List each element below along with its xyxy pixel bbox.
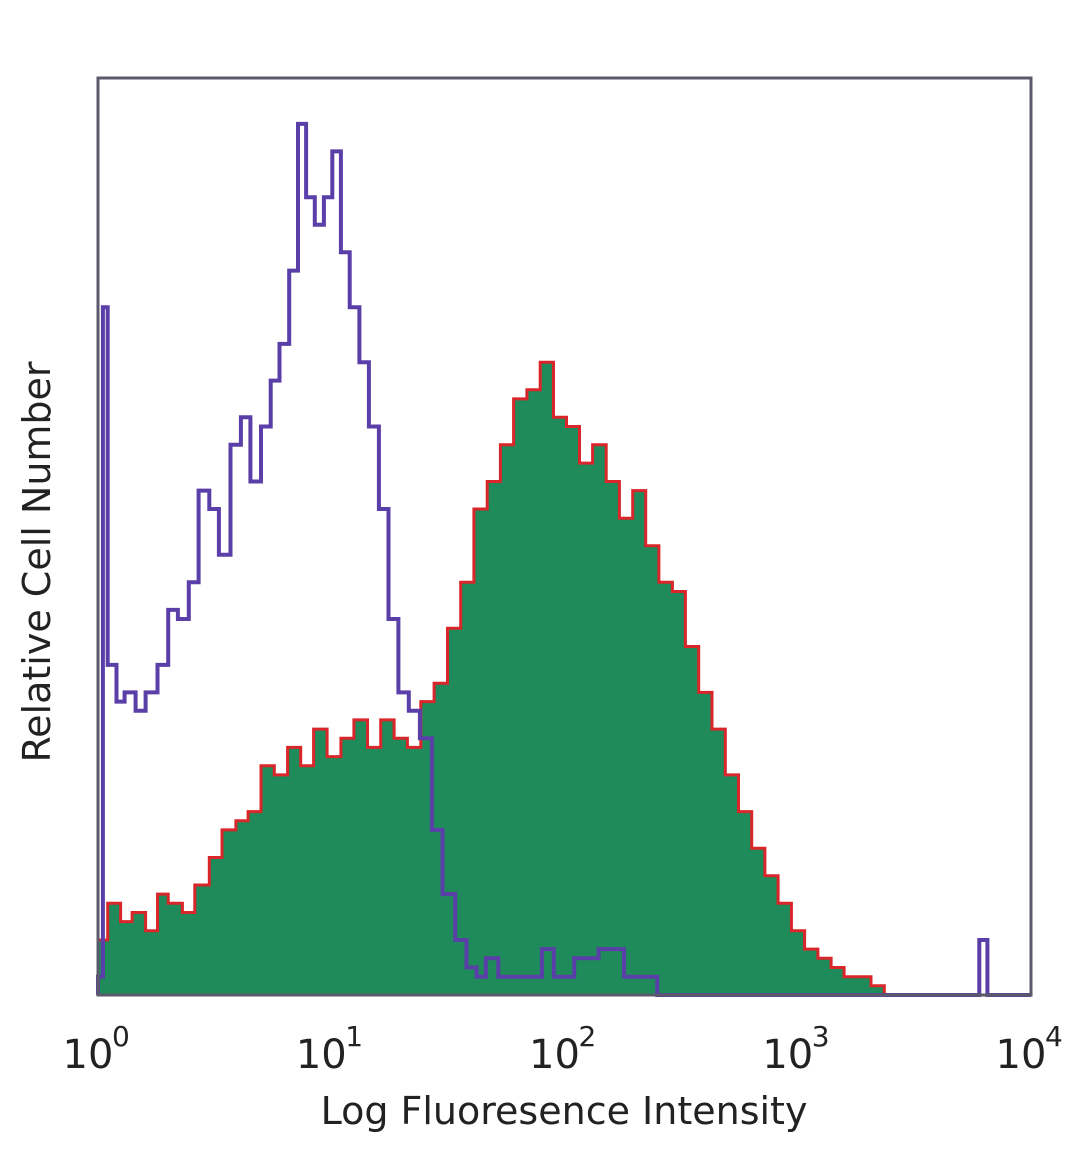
y-axis-title: Relative Cell Number bbox=[15, 361, 59, 762]
x-tick-exponent: 1 bbox=[345, 1020, 363, 1053]
x-tick-base: 10 bbox=[529, 1032, 580, 1078]
stained-histogram bbox=[96, 360, 1031, 997]
x-tick-base: 10 bbox=[296, 1032, 347, 1078]
plot-frame bbox=[96, 76, 1033, 997]
x-tick-label: 102 bbox=[529, 1020, 596, 1078]
x-tick-base: 10 bbox=[762, 1032, 813, 1078]
x-tick-exponent: 2 bbox=[579, 1020, 597, 1053]
x-tick-labels: 100 101 102 103 104 bbox=[63, 1020, 1063, 1078]
isotype-control-histogram bbox=[96, 121, 1031, 997]
x-tick-exponent: 4 bbox=[1045, 1020, 1063, 1053]
x-tick-label: 100 bbox=[63, 1020, 130, 1078]
x-tick-label: 104 bbox=[996, 1020, 1063, 1078]
series-layer bbox=[96, 121, 1031, 997]
x-tick-label: 101 bbox=[296, 1020, 363, 1078]
x-tick-exponent: 0 bbox=[112, 1020, 130, 1053]
x-tick-exponent: 3 bbox=[812, 1020, 830, 1053]
x-tick-base: 10 bbox=[63, 1032, 114, 1078]
x-tick-base: 10 bbox=[996, 1032, 1047, 1078]
x-axis-title: Log Fluoresence Intensity bbox=[321, 1089, 808, 1133]
x-tick-label: 103 bbox=[762, 1020, 829, 1078]
